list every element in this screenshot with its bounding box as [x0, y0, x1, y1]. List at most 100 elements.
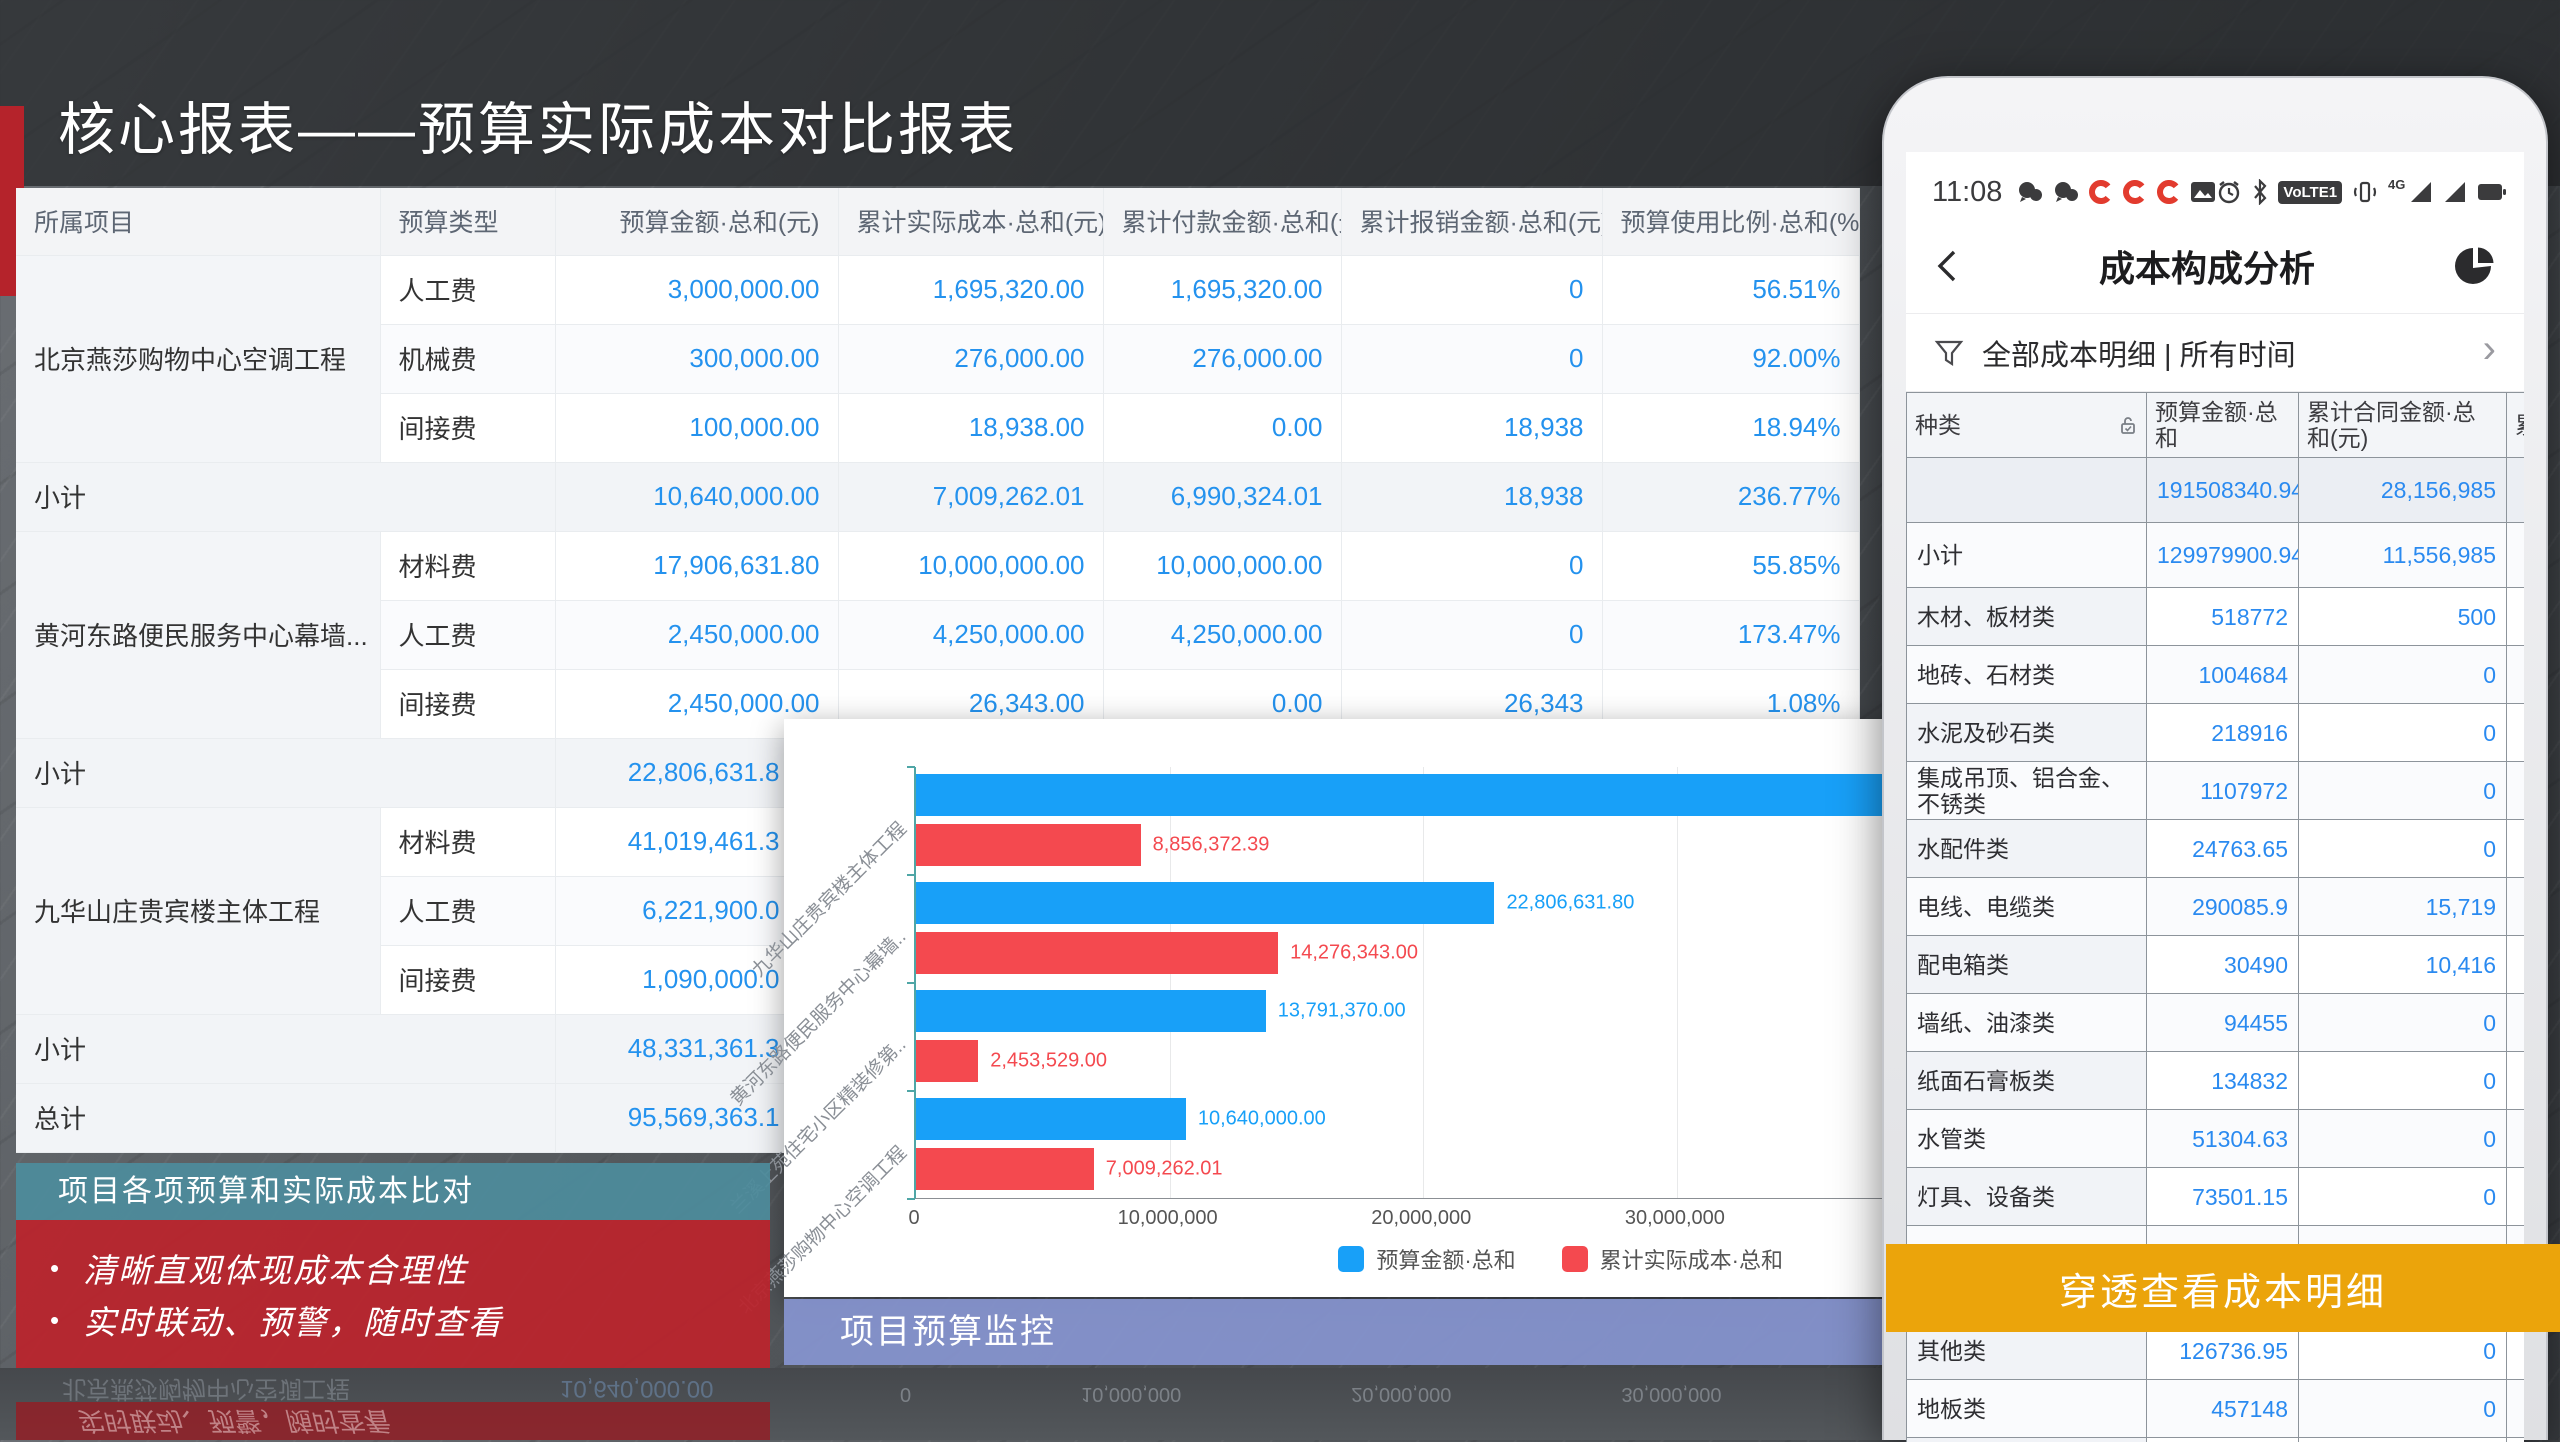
cell-budget-type: 人工费 — [380, 600, 555, 669]
bullet-item: • 实时联动、预警，随时查看 — [50, 1294, 770, 1346]
cell-category: 木材、板材类 — [1907, 588, 2147, 646]
vibrate-icon — [2352, 179, 2378, 205]
cell-contract: 0 — [2299, 1110, 2507, 1168]
chart-legend: 预算金额·总和 累计实际成本·总和 — [1338, 1243, 1783, 1275]
battery-icon — [2477, 181, 2507, 203]
cell-contract: 0 — [2299, 1168, 2507, 1226]
cell-value: 10,000,000.00 — [838, 531, 1103, 600]
cell-truncated — [2507, 588, 2525, 646]
cell-truncated — [2507, 936, 2525, 994]
cell-truncated — [2507, 1168, 2525, 1226]
cell-contract: 0 — [2299, 1052, 2507, 1110]
x-axis-tick-label: 30,000,000 — [1625, 1207, 1725, 1230]
filter-bar[interactable]: 全部成本明细 | 所有时间 › — [1906, 314, 2524, 392]
signal-icon — [2409, 180, 2433, 204]
cell-truncated — [2507, 458, 2525, 523]
col-header-budget-type: 预算类型 — [380, 188, 555, 255]
pie-chart-icon[interactable] — [2454, 245, 2496, 287]
reflection-number: 10,640,000.00 — [560, 1374, 713, 1402]
bar-budget[interactable] — [916, 882, 1494, 924]
bar-value-label: 13,791,370.00 — [1278, 1000, 1406, 1023]
bullet-dot: • — [50, 1305, 61, 1336]
cell-value: 18,938 — [1341, 462, 1602, 531]
legend-swatch-actual — [1562, 1246, 1588, 1272]
cell-value: 55.85% — [1602, 531, 1859, 600]
bar-value-label: 2,453,529.00 — [990, 1050, 1107, 1073]
cell-contract: 0 — [2299, 646, 2507, 704]
bar-budget[interactable] — [916, 1098, 1186, 1140]
cell-budget: 191508340.94 — [2147, 458, 2299, 523]
cell-truncated — [2507, 646, 2525, 704]
callout-bullets: • 清晰直观体现成本合理性 • 实时联动、预警，随时查看 — [16, 1220, 770, 1368]
bar-actual[interactable] — [916, 824, 1141, 866]
status-time: 11:08 — [1932, 176, 2002, 209]
cell-category: 小计 — [1907, 523, 2147, 588]
cell-value: 92.00% — [1602, 324, 1859, 393]
bar-value-label: 14,276,343.00 — [1290, 942, 1418, 965]
cell-truncated — [2507, 820, 2525, 878]
cell-contract: 500 — [2299, 588, 2507, 646]
alarm-icon — [2216, 179, 2242, 205]
chevron-right-icon: › — [2483, 327, 2496, 372]
cell-contract: 0 — [2299, 762, 2507, 820]
bullet-text: 实时联动、预警，随时查看 — [83, 1296, 503, 1344]
cell-contract: 11,556,985 — [2299, 523, 2507, 588]
bar-actual[interactable] — [916, 932, 1278, 974]
cell-value: 1,695,320.00 — [1103, 255, 1341, 324]
cell-project: 九华山庄贵宾楼主体工程 — [16, 807, 380, 1014]
cell-category: 地板类 — [1907, 1380, 2147, 1438]
cell-truncated — [2507, 1380, 2525, 1438]
phone-nav-bar: 成本构成分析 — [1906, 218, 2524, 314]
legend-label: 预算金额·总和 — [1376, 1243, 1515, 1275]
bullet-text: 清晰直观体现成本合理性 — [83, 1244, 468, 1292]
slide-reflection: 北京燕莎购物中心空调工程 10,640,000.00 0 10,000,000 … — [0, 1368, 1886, 1440]
cell-value: 10,000,000.00 — [1103, 531, 1341, 600]
cell-budget-type: 间接费 — [380, 945, 555, 1014]
legend-item-budget: 预算金额·总和 — [1338, 1243, 1515, 1275]
cell-contract: 0 — [2299, 994, 2507, 1052]
network-type-label: 4G — [2388, 177, 2405, 192]
bar-budget[interactable] — [916, 990, 1266, 1032]
bar-actual[interactable] — [916, 1040, 978, 1082]
cell-summary-label: 小计 — [16, 1014, 555, 1083]
bar-budget[interactable] — [916, 774, 1895, 816]
cell-contract: 15,719 — [2299, 878, 2507, 936]
bullet-dot: • — [50, 1253, 61, 1284]
bar-value-label: 22,806,631.80 — [1506, 892, 1634, 915]
bar-actual[interactable] — [916, 1148, 1094, 1190]
office-app-icon — [2156, 179, 2182, 205]
cell-budget: 1107972 — [2147, 762, 2299, 820]
drill-through-banner: 穿透查看成本明细 — [1886, 1244, 2560, 1332]
office-app-icon — [2122, 179, 2148, 205]
cell-budget: 218916 — [2147, 704, 2299, 762]
cell-truncated — [2507, 878, 2525, 936]
cell-value: 236.77% — [1602, 462, 1859, 531]
cell-truncated — [2507, 1110, 2525, 1168]
cell-budget: 290085.9 — [2147, 878, 2299, 936]
cell-value: 18.94% — [1602, 393, 1859, 462]
back-button[interactable] — [1934, 244, 1960, 288]
col-header-contract-sum: 累计合同金额·总和(元) — [2299, 393, 2507, 458]
y-axis-tick — [907, 982, 915, 984]
y-axis-tick — [907, 1198, 915, 1200]
cell-value: 0 — [1341, 255, 1602, 324]
cell-category: 纸面石膏板类 — [1907, 1052, 2147, 1110]
cell-budget: 129979900.94 — [2147, 523, 2299, 588]
